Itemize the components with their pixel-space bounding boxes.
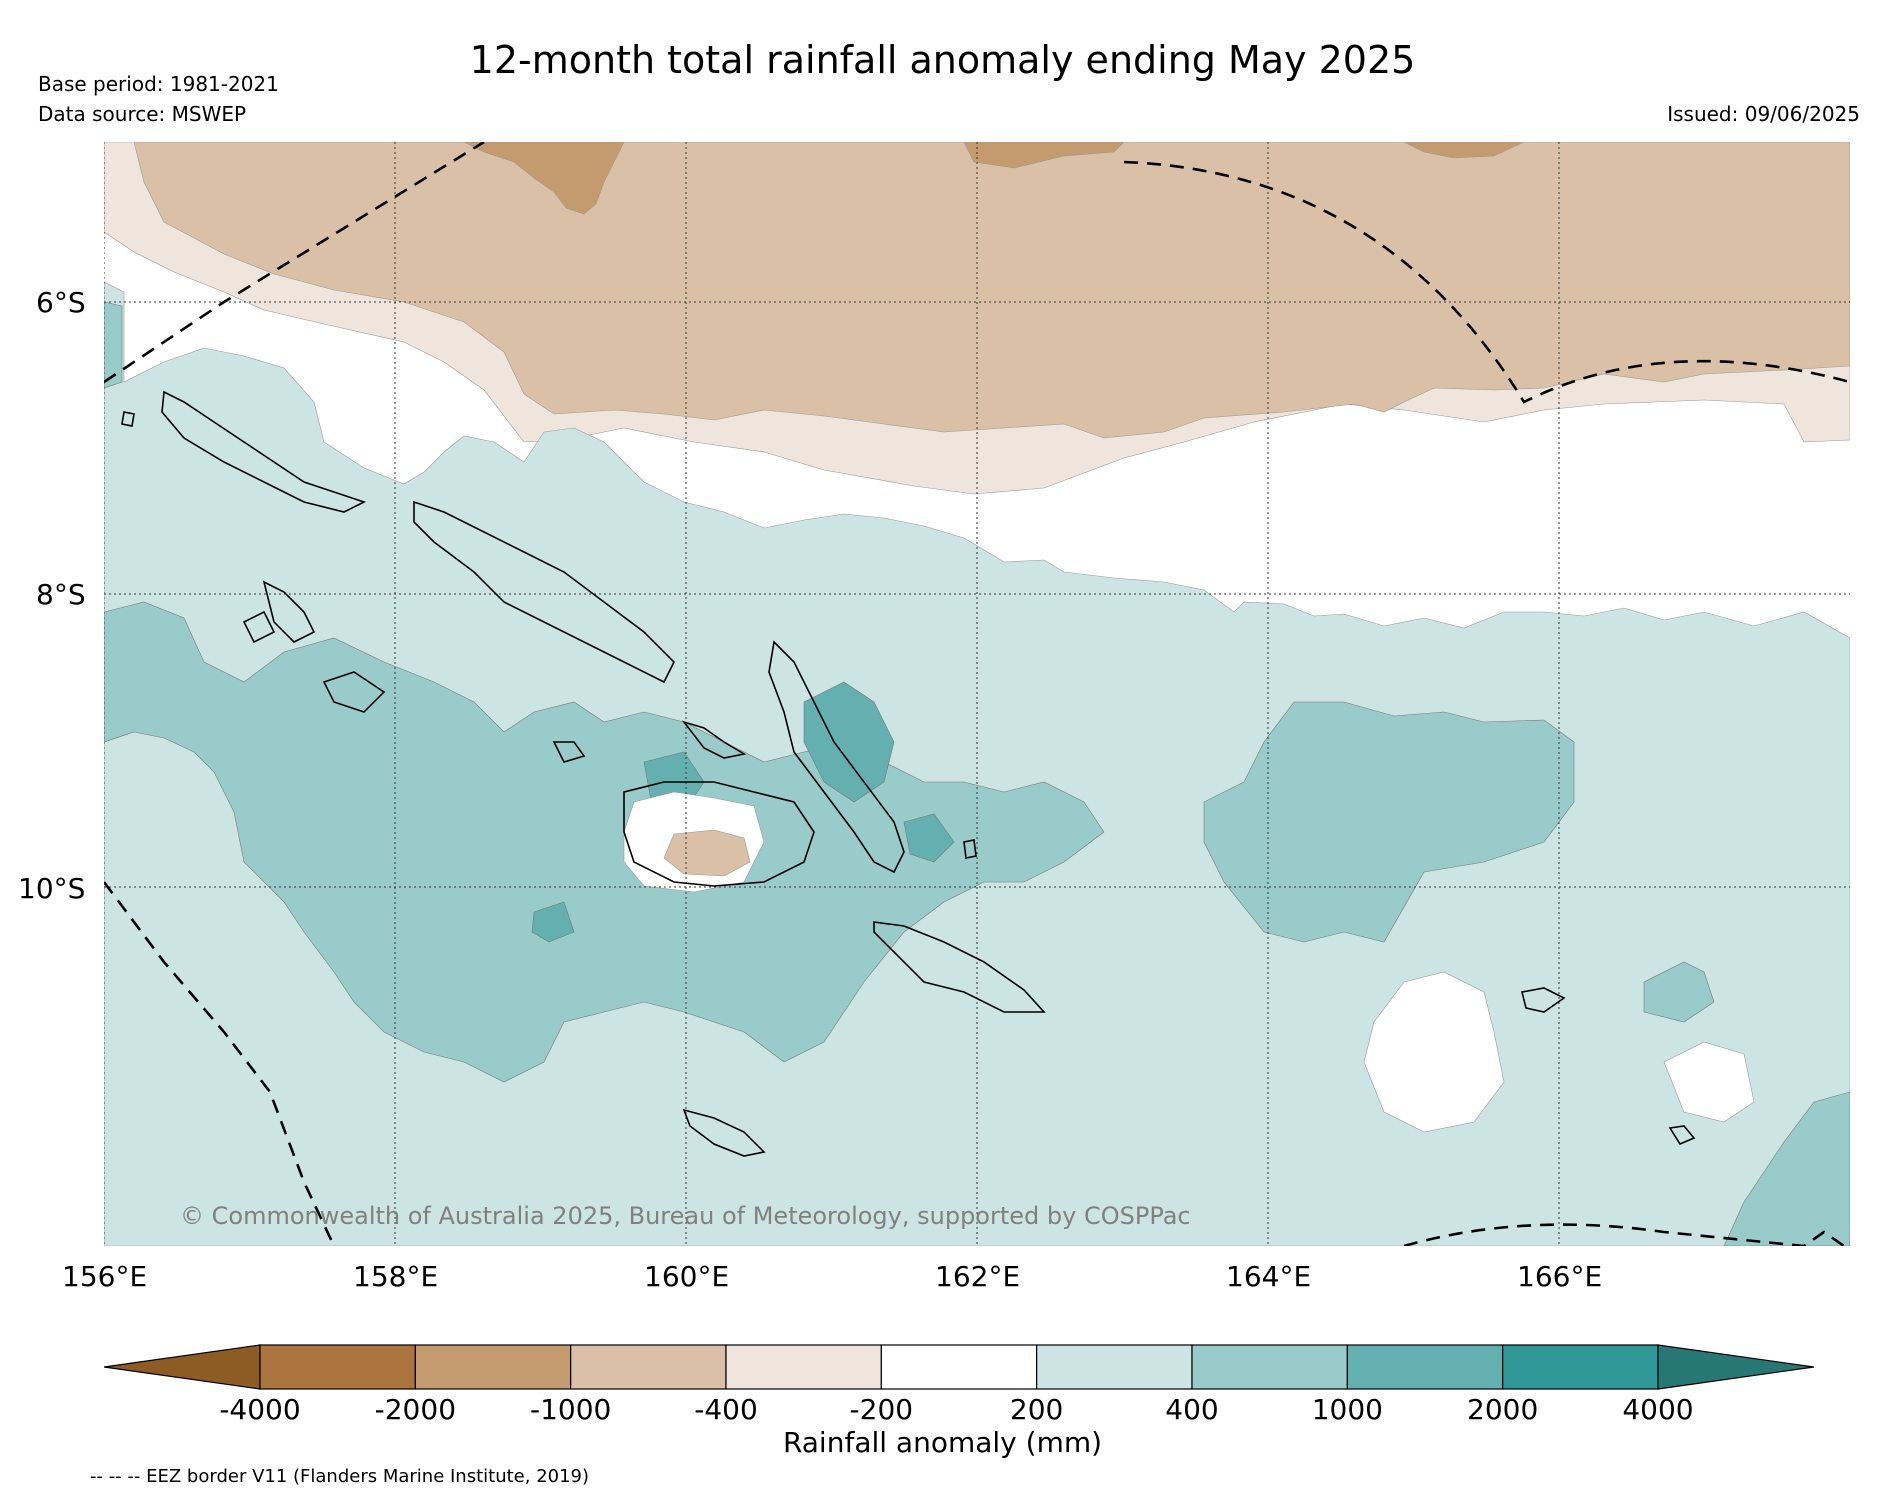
dry-region-dark [463,142,625,215]
map-title: 12-month total rainfall anomaly ending M… [469,38,1416,82]
colorbar-label: Rainfall anomaly (mm) [782,1426,1103,1459]
coastline-guadalcanal [623,781,815,887]
colorbar-segment [1346,1344,1504,1390]
wet-region-medium [1723,1091,1850,1246]
colorbar-segment [1036,1344,1193,1390]
colorbar [104,1344,1814,1390]
colorbar-tick-label: 2000 [1467,1393,1539,1426]
lat-label-6s: 6°S [36,286,86,319]
colorbar-tick-label: -200 [849,1393,914,1426]
coastline-makira [873,921,1046,1013]
wet-region-dark [903,813,955,863]
coastline-vanikoro [1668,1125,1696,1146]
eez-borders [104,142,1850,1246]
issued-date: Issued: 09/06/2025 [1667,102,1860,126]
copyright-notice: © Commonwealth of Australia 2025, Bureau… [180,1202,1191,1230]
colorbar-extend-low [104,1344,261,1390]
colorbar-segment [414,1344,572,1390]
lon-label-166e: 166°E [1517,1260,1603,1293]
coastlines [121,390,1696,1157]
rainfall-anomaly-map [104,142,1850,1246]
coastline-ndende [1521,987,1566,1013]
dry-region-medium [663,829,751,877]
dry-region-dark [963,142,1125,169]
eez-border-north-east [1123,160,1850,404]
lat-label-10s: 10°S [18,872,86,905]
coastline-kolombangara [242,610,276,644]
colorbar-tick-label: 400 [1165,1393,1219,1426]
map-canvas [104,142,1850,1246]
colorbar-tick-label: 4000 [1622,1393,1694,1426]
lat-label-8s: 8°S [36,578,86,611]
eez-border-south-west [104,881,336,1246]
graticule [104,142,1850,1246]
coastline-russell-islands [552,741,586,763]
colorbar-segment [880,1344,1038,1390]
eez-legend-note: -- -- -- EEZ border V11 (Flanders Marine… [90,1466,590,1487]
coastline-santa-isabel [413,500,675,684]
coastline-treasury [121,411,135,427]
lon-label-158e: 158°E [353,1260,439,1293]
normal-region [1363,971,1505,1133]
colorbar-tick-label: -1000 [529,1393,612,1426]
coastline-new-georgia [262,580,316,643]
lon-label-160e: 160°E [644,1260,730,1293]
lon-label-164e: 164°E [1226,1260,1312,1293]
wet-region-dark [803,681,895,803]
data-source-text: Data source: MSWEP [38,102,247,126]
coastline-choiseul [161,390,367,513]
colorbar-tick-label: -4000 [219,1393,301,1426]
colorbar-segment [570,1344,727,1390]
colorbar-tick-label: 200 [1009,1393,1064,1426]
coastline-rennell [682,1108,766,1157]
colorbar-segment [1191,1344,1348,1390]
coastline-vangunu [322,671,386,713]
colorbar-segment [1502,1344,1659,1390]
colorbar-tick-label: -2000 [374,1393,457,1426]
coastline-ugi [963,839,977,859]
lon-label-162e: 162°E [935,1260,1021,1293]
colorbar-tick-label: -400 [694,1393,758,1426]
eez-border-north [104,142,485,384]
wet-region-medium [1643,961,1715,1023]
wet-region-dark [531,901,575,943]
eez-border-south-east [1403,1223,1845,1246]
coastline-malaita [768,640,905,874]
coastline-florida-islands [681,720,747,759]
colorbar-segment [259,1344,416,1390]
dry-region-dark [1403,142,1525,159]
wet-region-medium [1203,701,1575,943]
base-period-text: Base period: 1981-2021 [38,72,279,96]
normal-region [1663,1041,1755,1123]
colorbar-tick-label: 1000 [1311,1393,1383,1426]
wet-region-medium [104,601,1105,1083]
colorbar-segment [725,1344,882,1390]
wet-region-medium [104,301,123,389]
lon-label-156e: 156°E [62,1260,148,1293]
colorbar-extend-high [1657,1344,1814,1390]
